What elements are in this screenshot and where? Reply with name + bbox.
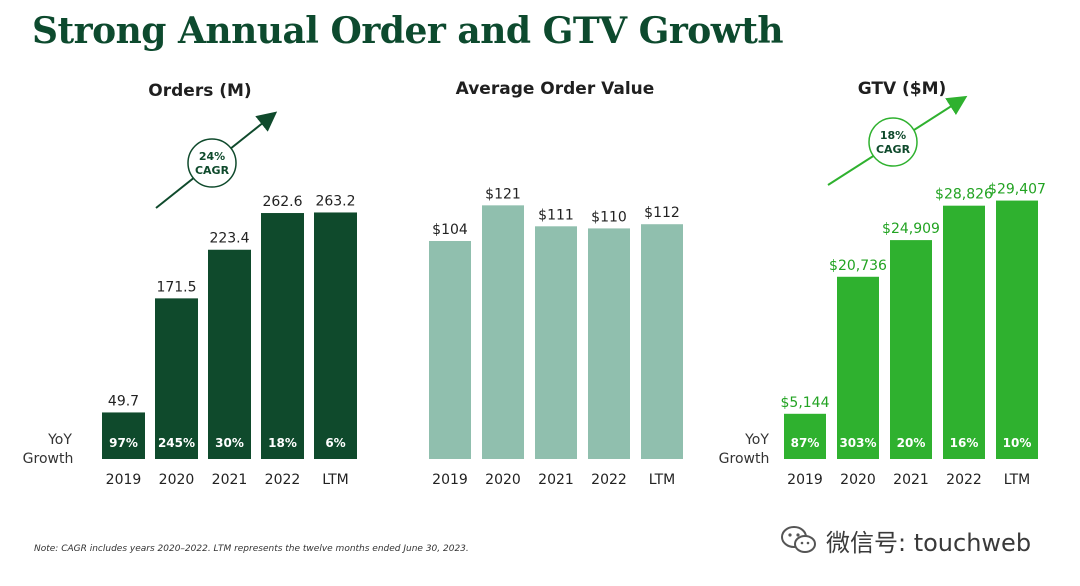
footnote: Note: CAGR includes years 2020–2022. LTM… bbox=[34, 544, 469, 554]
orders-yoy-label-line2: Growth bbox=[23, 451, 74, 467]
orders-value-label: 262.6 bbox=[262, 194, 302, 210]
orders-bar-ltm bbox=[314, 212, 357, 459]
aov-category-label: 2020 bbox=[485, 472, 521, 488]
orders-value-label: 49.7 bbox=[108, 393, 139, 409]
gtv-yoy-value: 20% bbox=[897, 436, 926, 450]
gtv-bars: $5,144 2019 87% $20,736 2020 303% $24,909 2021 2… bbox=[781, 182, 1046, 488]
gtv-category-label: 2019 bbox=[787, 472, 823, 488]
gtv-bar-2021 bbox=[890, 240, 932, 459]
gtv-yoy-label-line2: Growth bbox=[719, 451, 770, 467]
orders-cagr-value: 24% bbox=[199, 150, 225, 163]
orders-cagr-badge bbox=[187, 138, 237, 188]
aov-bar-2022 bbox=[588, 228, 630, 459]
aov-category-label: 2019 bbox=[432, 472, 468, 488]
aov-bar-2021 bbox=[535, 226, 577, 459]
orders-category-label: LTM bbox=[322, 472, 349, 488]
gtv-bar-2022 bbox=[943, 205, 985, 459]
orders-bars: 49.7 2019 97% 171.5 2020 245% 223.4 2021 30% 262.… bbox=[102, 193, 357, 488]
orders-yoy-value: 97% bbox=[109, 436, 138, 450]
gtv-chart: GTV ($M) $5,144 2019 87% $20,736 2020 303% $24… bbox=[719, 79, 1046, 488]
watermark: 微信号: touchweb bbox=[780, 522, 1031, 558]
orders-category-label: 2022 bbox=[265, 472, 301, 488]
orders-value-label: 171.5 bbox=[156, 279, 196, 295]
orders-value-label: 263.2 bbox=[315, 193, 355, 209]
gtv-bar-ltm bbox=[996, 200, 1038, 460]
gtv-value-label: $20,736 bbox=[829, 258, 887, 274]
orders-yoy-value: 18% bbox=[268, 436, 297, 450]
aov-bar-2019 bbox=[429, 240, 471, 459]
gtv-value-label: $28,826 bbox=[935, 187, 993, 203]
orders-bar-2020 bbox=[155, 298, 198, 459]
orders-category-label: 2020 bbox=[159, 472, 195, 488]
gtv-yoy-value: 10% bbox=[1003, 436, 1032, 450]
aov-value-label: $112 bbox=[644, 205, 680, 221]
orders-bar-2022 bbox=[261, 213, 304, 459]
gtv-value-label: $24,909 bbox=[882, 221, 940, 237]
gtv-category-label: 2020 bbox=[840, 472, 876, 488]
aov-value-label: $110 bbox=[591, 209, 627, 225]
gtv-yoy-value: 16% bbox=[950, 436, 979, 450]
orders-bar-2021 bbox=[208, 249, 251, 459]
orders-chart: Orders (M) 49.7 2019 97% 171.5 2020 245% 223.4… bbox=[23, 81, 357, 488]
orders-yoy-value: 6% bbox=[325, 436, 345, 450]
gtv-category-label: LTM bbox=[1004, 472, 1031, 488]
gtv-value-label: $29,407 bbox=[988, 182, 1046, 198]
gtv-bar-2020 bbox=[837, 276, 879, 459]
wechat-icon bbox=[781, 526, 816, 553]
gtv-yoy-label-line1: YoY bbox=[744, 432, 769, 448]
orders-chart-title: Orders (M) bbox=[148, 81, 251, 101]
aov-bars: $104 2019 $121 2020 $111 2021 $110 2022 $112 LTM bbox=[429, 186, 683, 488]
aov-category-label: 2021 bbox=[538, 472, 574, 488]
gtv-chart-title: GTV ($M) bbox=[858, 79, 947, 99]
gtv-cagr-text: CAGR bbox=[876, 143, 911, 156]
gtv-yoy-value: 87% bbox=[791, 436, 820, 450]
gtv-value-label: $5,144 bbox=[781, 395, 830, 411]
gtv-cagr-value: 18% bbox=[880, 129, 906, 142]
gtv-category-label: 2021 bbox=[893, 472, 929, 488]
aov-bar-2020 bbox=[482, 205, 524, 459]
aov-value-label: $104 bbox=[432, 222, 468, 238]
orders-yoy-label-line1: YoY bbox=[47, 432, 72, 448]
aov-category-label: LTM bbox=[649, 472, 676, 488]
orders-category-label: 2021 bbox=[212, 472, 248, 488]
orders-category-label: 2019 bbox=[106, 472, 142, 488]
aov-chart-title: Average Order Value bbox=[456, 79, 655, 99]
orders-value-label: 223.4 bbox=[209, 231, 249, 247]
gtv-bar-2019 bbox=[784, 413, 826, 459]
gtv-yoy-value: 303% bbox=[839, 436, 876, 450]
aov-value-label: $111 bbox=[538, 207, 574, 223]
aov-chart: Average Order Value $104 2019 $121 2020 $111… bbox=[429, 79, 683, 488]
aov-bar-ltm bbox=[641, 224, 683, 459]
gtv-cagr-badge bbox=[868, 117, 918, 167]
gtv-category-label: 2022 bbox=[946, 472, 982, 488]
watermark-text: 微信号: touchweb bbox=[826, 528, 1032, 557]
orders-yoy-value: 245% bbox=[158, 436, 195, 450]
aov-value-label: $121 bbox=[485, 186, 521, 202]
aov-category-label: 2022 bbox=[591, 472, 627, 488]
charts-canvas: Orders (M) 49.7 2019 97% 171.5 2020 245% 223.4… bbox=[23, 79, 1046, 488]
page-title: Strong Annual Order and GTV Growth bbox=[32, 10, 784, 52]
orders-bar-2019 bbox=[102, 412, 145, 459]
orders-cagr-text: CAGR bbox=[195, 164, 230, 177]
orders-yoy-value: 30% bbox=[215, 436, 244, 450]
